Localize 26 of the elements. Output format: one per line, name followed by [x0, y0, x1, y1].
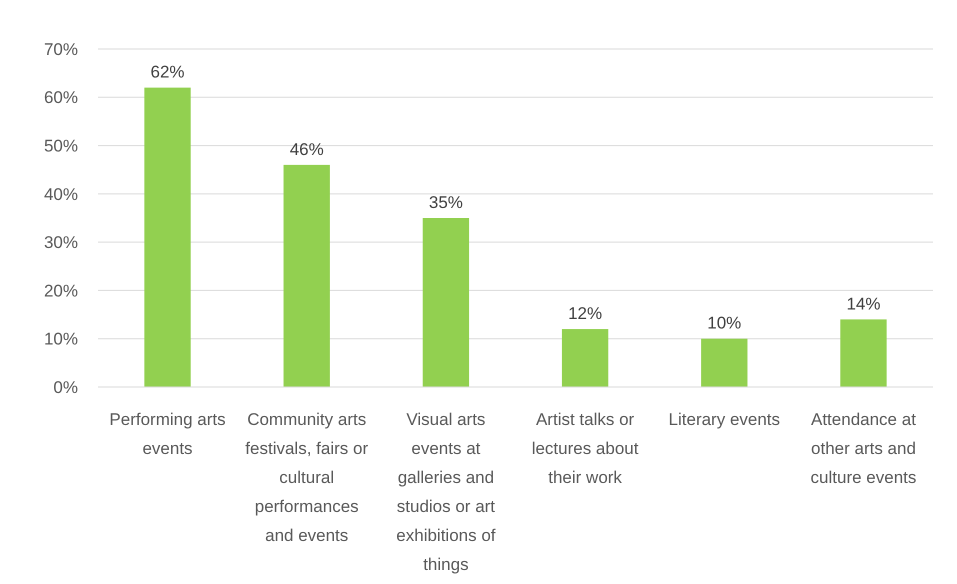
x-tick-label: Community arts festivals, fairs or cultural performances and events [245, 410, 368, 545]
data-label: 35% [428, 193, 463, 212]
y-tick-label: 30% [44, 233, 78, 252]
data-label: 62% [150, 62, 185, 82]
data-label: 46% [290, 140, 324, 159]
x-tick-label: Visual arts events at galleries and studios or art exhibitions of things [396, 410, 496, 574]
y-tick-label: 10% [44, 330, 78, 349]
y-tick-label: 50% [44, 136, 78, 156]
data-label: 12% [568, 304, 602, 324]
y-tick-label: 20% [44, 281, 78, 300]
x-tick-label: Artist talks or lectures about their work [532, 410, 639, 487]
x-tick-label: Attendance at other arts and culture events [810, 410, 916, 487]
y-tick-label: 0% [53, 378, 78, 397]
y-tick-label: 60% [44, 88, 78, 108]
bar [562, 329, 608, 387]
y-tick-label: 70% [44, 40, 78, 59]
bar [284, 164, 330, 387]
x-tick-label: Performing arts events [109, 410, 226, 458]
bar [701, 338, 748, 387]
bar [840, 319, 887, 387]
y-tick-label: 40% [44, 184, 78, 204]
bar [144, 88, 191, 387]
bar [422, 218, 470, 387]
data-label: 10% [707, 314, 742, 333]
data-label: 14% [846, 294, 880, 314]
x-tick-label: Literary events [668, 410, 780, 429]
